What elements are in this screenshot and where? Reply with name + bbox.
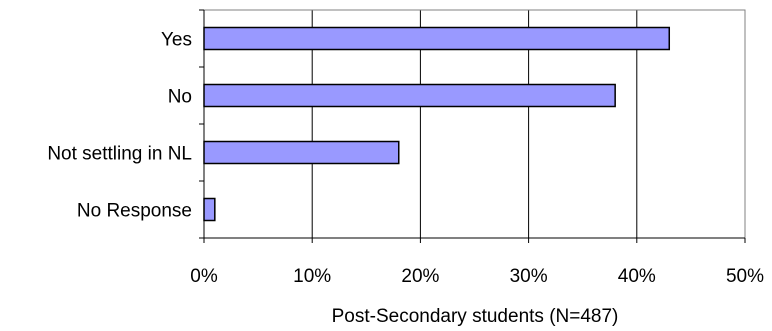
x-tick-label: 40% [618,266,656,287]
bar-yes [203,26,671,51]
bar-not-settling-in-nl [203,140,400,165]
x-tick-label: 20% [401,266,439,287]
category-label: No [168,87,192,108]
bars [203,26,671,222]
category-label: Yes [161,30,192,51]
category-label: Not settling in NL [47,144,192,165]
bar-no [203,83,616,108]
x-tick-labels: 0% 10% 20% 30% 40% 50% [190,266,764,287]
category-labels: Yes No Not settling in NL No Response [47,30,192,222]
axis-ticks [199,9,746,243]
x-tick-label: 50% [726,266,764,287]
bar-no-response [203,197,216,222]
x-tick-label: 10% [293,266,331,287]
x-tick-label: 0% [190,266,218,287]
category-label: No Response [77,201,192,222]
x-tick-label: 30% [510,266,548,287]
x-axis-title: Post-Secondary students (N=487) [332,306,619,327]
